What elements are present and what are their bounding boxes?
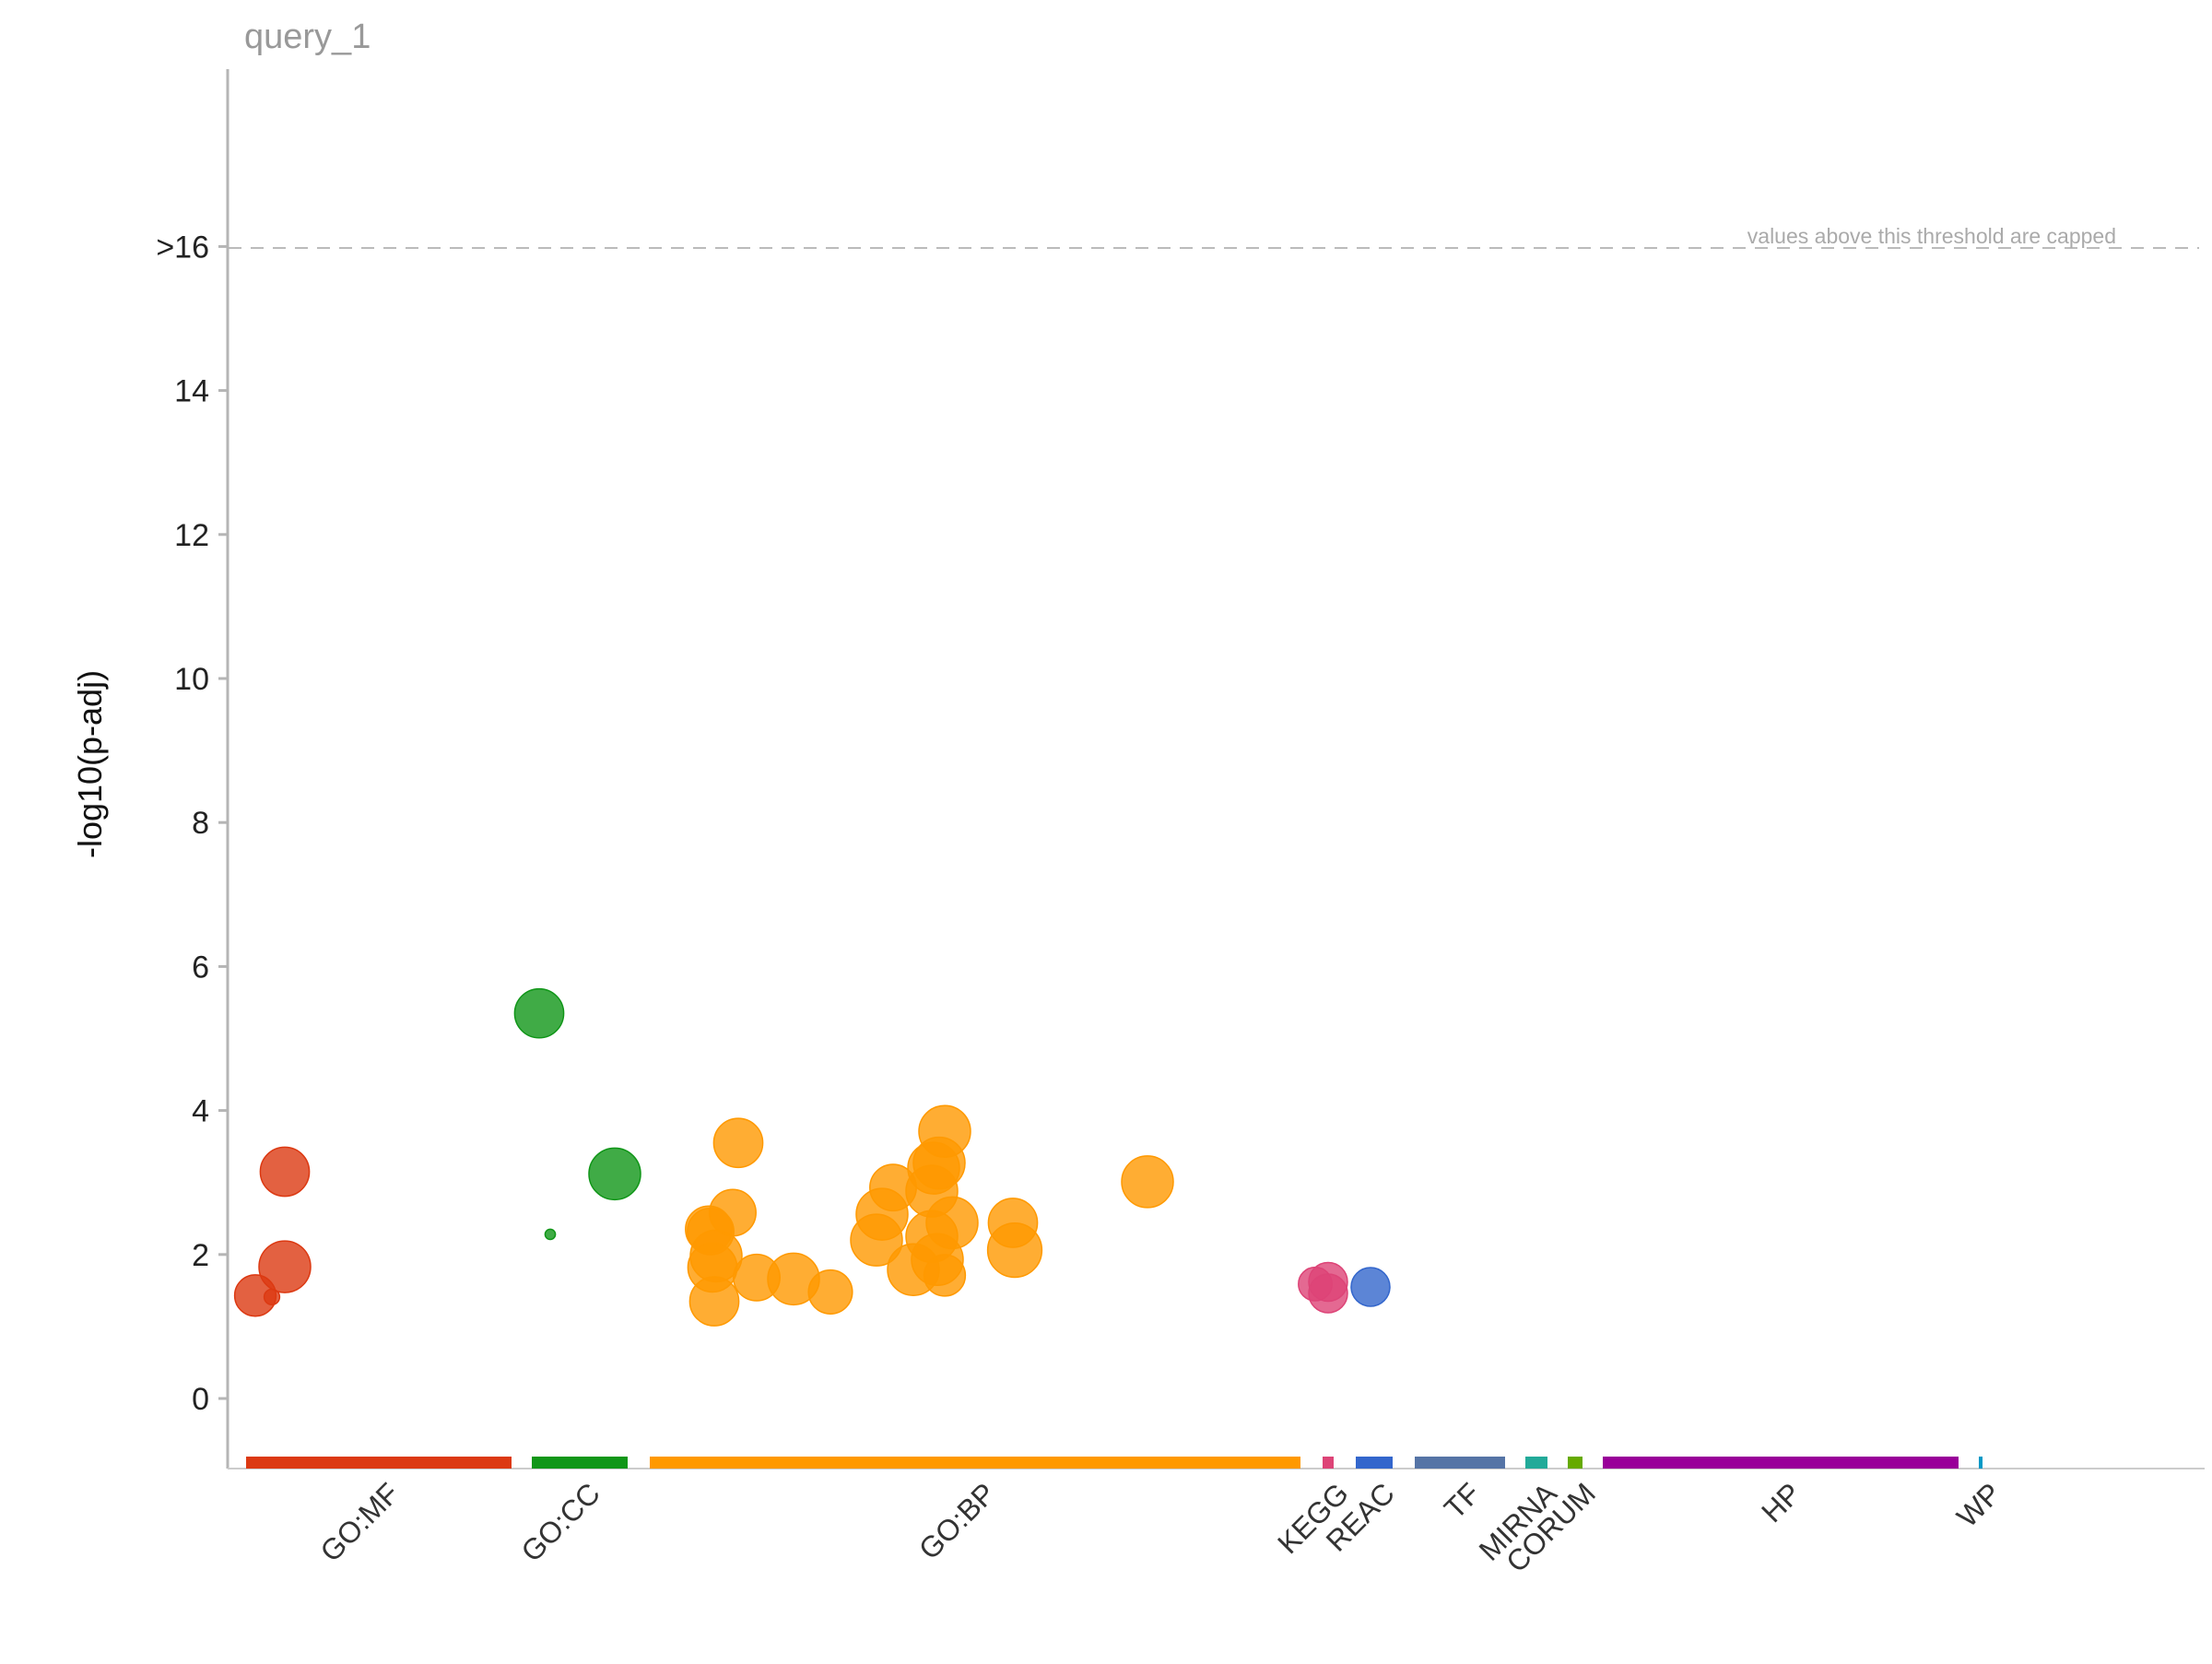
x-tick-label-text: GO:CC: [514, 1476, 606, 1568]
data-point: [807, 1269, 853, 1315]
y-tick-label: >16: [156, 230, 209, 265]
x-tick-label-text: TF: [1438, 1476, 1487, 1525]
data-point: [918, 1104, 971, 1158]
x-tick-label: WP: [1950, 1476, 2007, 1533]
threshold-layer: values above this threshold are capped: [229, 224, 2199, 249]
source-bar: [1568, 1457, 1583, 1469]
y-axis-label: -log10(p-adj): [71, 670, 109, 858]
source-bar: [1323, 1457, 1334, 1469]
y-tick-label: 12: [174, 518, 209, 553]
threshold-label: values above this threshold are capped: [1747, 224, 2116, 248]
x-tick-label: GO:BP: [912, 1476, 1002, 1565]
y-tick-label: 0: [192, 1382, 209, 1417]
chart-title: query_1: [244, 18, 371, 56]
data-point: [258, 1240, 312, 1293]
source-bar: [1415, 1457, 1505, 1469]
x-tick-label: HP: [1755, 1476, 1807, 1528]
data-point: [689, 1229, 743, 1283]
source-bar: [1603, 1457, 1959, 1469]
data-point: [1308, 1273, 1348, 1314]
source-bar: [650, 1457, 1300, 1469]
data-point: [688, 1276, 740, 1327]
data-point: [588, 1147, 641, 1201]
x-tick-label: GO:MF: [313, 1476, 406, 1568]
data-point: [925, 1196, 979, 1250]
x-tick-label-text: HP: [1755, 1476, 1807, 1528]
data-point: [986, 1221, 1043, 1279]
data-point: [1121, 1155, 1174, 1209]
x-tick-label: TF: [1438, 1476, 1487, 1525]
source-bar: [532, 1457, 628, 1469]
source-bar: [1356, 1457, 1393, 1469]
source-bars: [246, 1457, 1983, 1469]
data-point: [1350, 1267, 1391, 1307]
data-points: [233, 987, 1391, 1327]
data-point: [544, 1228, 557, 1241]
y-tick-label: 14: [174, 374, 209, 409]
y-tick-label: 8: [192, 806, 209, 841]
x-tick-label-text: WP: [1950, 1476, 2007, 1533]
source-bar: [1979, 1457, 1983, 1469]
data-point: [712, 1117, 764, 1169]
y-tick-label: 4: [192, 1094, 209, 1129]
data-point: [923, 1254, 967, 1297]
source-bar: [1525, 1457, 1547, 1469]
x-tick-label-text: GO:MF: [313, 1476, 406, 1568]
x-tick-label-text: GO:BP: [912, 1476, 1002, 1565]
axes-layer: 0 2 4 6 8 10 12 14 >16: [156, 69, 2205, 1469]
source-bar: [246, 1457, 512, 1469]
y-tick-label: 10: [174, 662, 209, 697]
y-tick-label: 2: [192, 1238, 209, 1273]
data-point: [709, 1188, 757, 1237]
data-point: [513, 987, 565, 1039]
y-tick-label: 6: [192, 950, 209, 985]
data-point: [259, 1146, 311, 1198]
x-tick-label: GO:CC: [514, 1476, 606, 1568]
